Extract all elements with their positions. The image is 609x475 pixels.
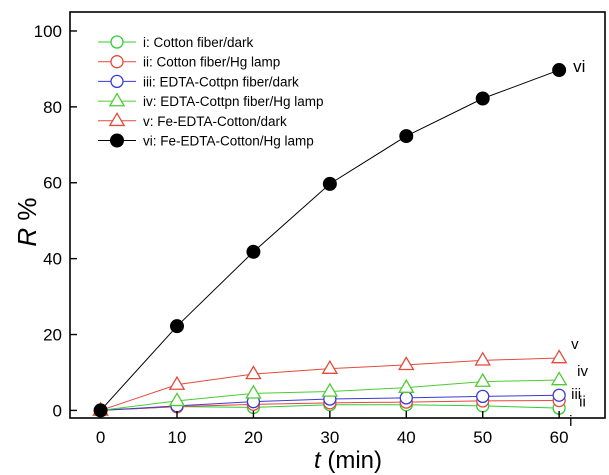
- x-axis-label: t (min): [314, 447, 382, 474]
- data-point: [322, 176, 337, 191]
- data-point: [168, 375, 186, 390]
- legend-item: ii: Cotton fiber/Hg lamp: [98, 55, 280, 70]
- legend-marker: [108, 92, 126, 107]
- axes-layer: 0 10 20 30 40 50 60 0 20 40 60 80 100: [34, 22, 569, 447]
- y-tick-label: 20: [43, 326, 62, 345]
- data-point: [398, 378, 415, 393]
- y-tick-label: 60: [43, 174, 62, 193]
- data-point: [550, 371, 568, 386]
- plot-frame: [69, 11, 606, 419]
- end-label-vi: vi: [573, 57, 585, 76]
- y-axis-label: R %: [12, 197, 42, 246]
- legend-label: v: Fe-EDTA-Cotton/dark: [143, 114, 287, 129]
- data-point: [399, 129, 414, 144]
- y-tick-label: 100: [34, 22, 62, 41]
- legend-marker: [108, 112, 126, 127]
- x-tick-label: 40: [397, 428, 416, 447]
- end-label-ii: ii: [579, 394, 586, 411]
- data-point: [246, 244, 261, 259]
- data-point: [476, 389, 490, 404]
- plot-area: [69, 11, 606, 419]
- legend-label: vi: Fe-EDTA-Cotton/Hg lamp: [143, 134, 314, 149]
- data-point: [321, 359, 339, 374]
- y-tick-label: 40: [43, 250, 62, 269]
- legend-item: v: Fe-EDTA-Cotton/dark: [98, 112, 287, 129]
- legend-marker: [110, 55, 124, 69]
- x-axis-label-unit: (min): [327, 447, 382, 474]
- legend-marker: [110, 74, 124, 89]
- x-tick-label: 20: [244, 428, 263, 447]
- data-point: [168, 392, 186, 407]
- data-point: [474, 351, 491, 366]
- y-axis-label-var: R: [12, 228, 42, 247]
- legend-label: iii: EDTA-Cottpn fiber/dark: [143, 74, 299, 89]
- x-tick-label: 50: [473, 428, 492, 447]
- data-point: [245, 365, 262, 380]
- y-tick-label: 0: [53, 401, 62, 420]
- legend-item: iv: EDTA-Cottpn fiber/Hg lamp: [98, 92, 324, 109]
- x-tick-label: 0: [96, 428, 105, 447]
- legend-item: iii: EDTA-Cottpn fiber/dark: [98, 74, 299, 89]
- legend-item: vi: Fe-EDTA-Cotton/Hg lamp: [98, 133, 314, 149]
- series-6: [93, 63, 567, 418]
- data-point: [170, 319, 184, 334]
- x-tick-label: 10: [168, 428, 187, 447]
- data-point: [552, 388, 566, 402]
- legend-marker: [110, 133, 124, 148]
- data-point: [475, 91, 490, 106]
- data-point: [552, 63, 567, 78]
- data-point: [398, 356, 415, 371]
- legend-label: iv: EDTA-Cottpn fiber/Hg lamp: [143, 94, 324, 109]
- legend-item: i: Cotton fiber/dark: [98, 35, 254, 50]
- data-point: [321, 382, 339, 397]
- legend-marker: [110, 35, 124, 49]
- x-tick-label: 30: [320, 428, 339, 447]
- x-tick-label: 60: [550, 428, 569, 447]
- data-point: [550, 349, 568, 364]
- legend-label: i: Cotton fiber/dark: [143, 35, 254, 50]
- data-point: [245, 384, 262, 399]
- y-tick-label: 80: [43, 98, 62, 117]
- legend: i: Cotton fiber/dark ii: Cotton fiber/Hg …: [98, 35, 324, 149]
- end-label-v: v: [571, 336, 579, 353]
- series-layer: [92, 63, 568, 418]
- data-point: [399, 391, 413, 405]
- y-axis-label-unit: %: [12, 197, 42, 220]
- data-point: [474, 372, 491, 387]
- end-label-iii: iii: [571, 386, 581, 403]
- legend-label: ii: Cotton fiber/Hg lamp: [143, 55, 280, 70]
- end-label-iv: iv: [577, 363, 588, 380]
- end-label-i: i: [569, 413, 572, 430]
- x-axis-label-var: t: [314, 447, 322, 474]
